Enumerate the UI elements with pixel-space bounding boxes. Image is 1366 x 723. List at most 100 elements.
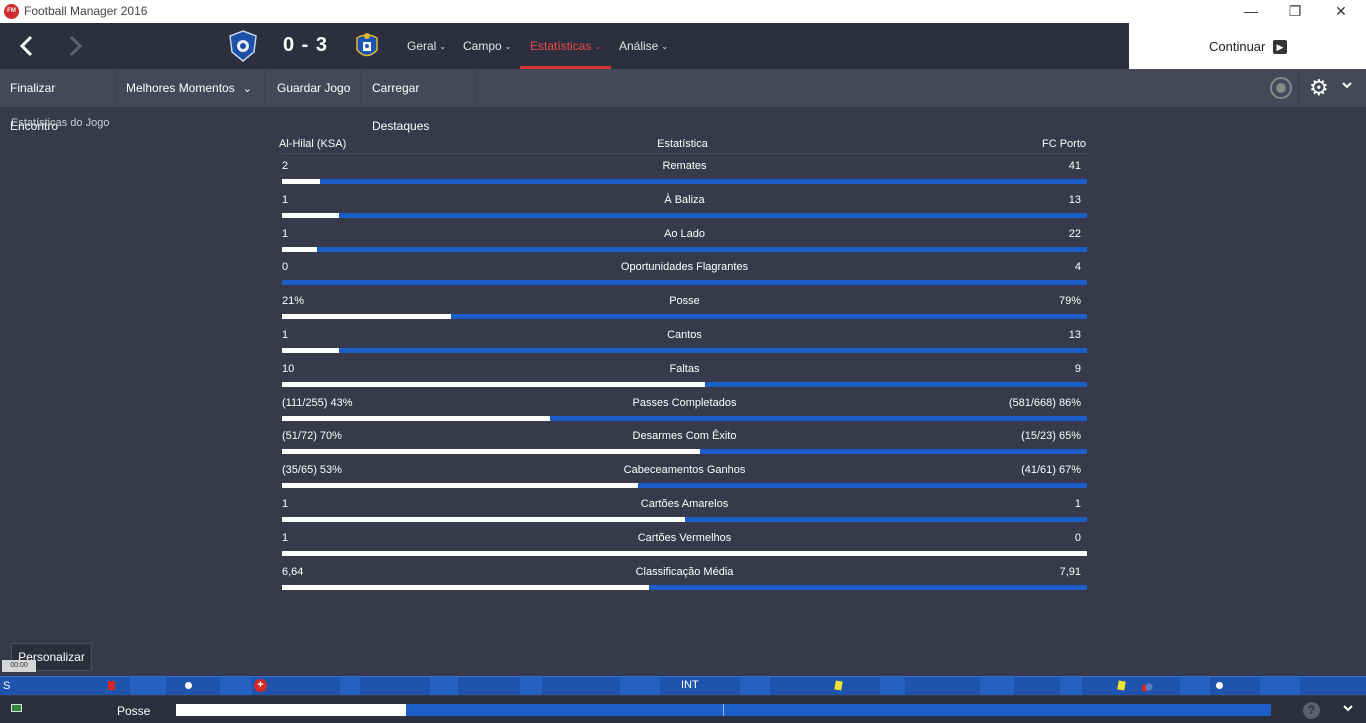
away-stat-value: 22 [1068,227,1081,240]
help-icon[interactable]: ? [1303,702,1320,719]
restore-button[interactable]: ❐ [1288,3,1302,19]
stat-home-fill [282,381,705,387]
goal-ball-icon[interactable] [183,680,194,691]
continue-button[interactable]: Continuar ▶ [1129,23,1366,69]
gear-icon[interactable]: ⚙ [1309,75,1329,100]
away-stat-value: 0 [1074,531,1081,544]
stat-comparison-bar [282,381,1087,387]
stat-comparison-bar [282,517,1087,522]
stat-row: (35/65) 53% Cabeceamentos Ganhos (41/61) 6… [282,459,1087,493]
home-stat-value: 1 [282,227,289,240]
away-stat-value: 7,91 [1059,565,1081,578]
home-stat-value: 0 [282,261,289,274]
stat-name: Remates [662,160,707,172]
home-stat-value: 1 [282,193,289,206]
home-stat-value: 1 [282,531,289,544]
stat-home-fill [282,584,649,590]
highlights-dropdown[interactable]: Melhores Momentos ⌄ [116,69,266,107]
finish-match-button[interactable]: Finalizar Encontro [0,69,117,133]
stat-row: (51/72) 70% Desarmes Com Êxito (15/23) 65% [282,425,1087,459]
stat-comparison-bar [282,348,1087,353]
stat-name: Faltas [669,362,700,375]
stat-row: 0 Oportunidades Flagrantes 4 [282,256,1087,290]
record-icon[interactable] [1270,77,1292,99]
stat-home-fill [282,550,1087,556]
possession-fill-home [176,704,406,716]
toolbar-divider [1298,69,1299,107]
match-score: 0 - 3 [283,34,329,56]
tab-analise[interactable]: Análise ⌄ [619,39,669,53]
stat-comparison-bar [282,212,1087,218]
stat-name: À Baliza [664,193,705,206]
match-timeline[interactable]: S + INT [0,676,1366,695]
possession-midline [723,704,724,716]
home-team-crest-icon [228,30,258,62]
stat-name: Passes Completados [632,396,737,409]
stat-row: 1 À Baliza 13 [282,189,1087,223]
chevron-right-icon[interactable] [63,33,87,59]
close-button[interactable]: ✕ [1335,3,1347,19]
continue-label: Continuar [1209,39,1266,54]
chevron-down-icon[interactable] [1342,702,1354,717]
home-stat-value: 1 [282,498,289,510]
stats-header: Al-Hilal (KSA) Estatística FC Porto [279,138,1086,152]
stat-home-fill [282,449,700,455]
away-stat-value: 13 [1068,329,1081,341]
minimize-button[interactable]: — [1244,3,1258,19]
chevron-down-icon: ⌄ [242,83,252,95]
stat-name: Ao Lado [664,227,705,240]
stat-row: 1 Cartões Amarelos 1 [282,493,1087,527]
home-stat-value: 2 [282,160,289,172]
stat-comparison-bar [282,550,1087,556]
tab-estatisticas[interactable]: Estatísticas ⌄ [530,39,602,53]
away-team-name: FC Porto [1041,138,1086,150]
possession-bar [176,704,1271,716]
active-tab-indicator [520,66,611,69]
away-stat-value: (15/23) 65% [1021,430,1081,443]
stat-comparison-bar [282,246,1087,252]
stat-name: Cartões Amarelos [640,498,729,510]
title-bar: FM Football Manager 2016 — ❐ ✕ [0,0,1366,23]
halftime-label: INT [681,679,699,691]
away-team-crest-icon [352,30,382,62]
load-highlights-button[interactable]: Carregar Destaques [362,69,476,133]
tab-campo[interactable]: Campo ⌄ [463,39,512,53]
timeline-start-label: S [3,680,11,692]
home-stat-value: (35/65) 53% [282,464,342,477]
stat-comparison-bar [282,449,1087,455]
possession-label: Posse [117,704,151,718]
stat-comparison-bar [282,483,1087,489]
yellow-card-icon[interactable] [1117,680,1126,691]
substitution-icon[interactable]: + [254,679,267,692]
match-toolbar: Finalizar Encontro Melhores Momentos ⌄ Gu… [0,69,1366,133]
home-stat-value: (51/72) 70% [282,430,342,443]
time-tag: 00:00 [2,660,36,672]
yellow-card-icon[interactable] [834,680,843,691]
tab-geral[interactable]: Geral ⌄ [407,39,447,53]
away-stat-value: 41 [1068,160,1081,172]
home-stat-value: 10 [282,362,295,375]
stat-row: 2 Remates 41 [282,155,1087,189]
statistic-column-label: Estatística [657,138,708,150]
stat-home-fill [282,415,550,421]
stat-name: Classificação Média [635,565,734,578]
stat-name: Cabeceamentos Ganhos [623,464,746,477]
chevron-left-icon[interactable] [16,33,40,59]
red-card-icon[interactable] [108,681,115,690]
chevron-down-icon[interactable] [1341,79,1353,94]
save-game-button[interactable]: Guardar Jogo [267,69,362,107]
stat-name: Cartões Vermelhos [637,531,732,544]
stat-home-fill [282,179,320,184]
stat-home-fill [282,246,317,252]
injury-icon[interactable] [1141,680,1153,692]
stat-comparison-bar [282,314,1087,320]
away-stat-value: 4 [1074,261,1081,274]
stat-name: Oportunidades Flagrantes [620,261,749,274]
home-stat-value: (111/255) 43% [282,396,353,409]
stat-home-fill [282,314,451,320]
stat-home-fill [282,212,339,218]
home-stat-value: 1 [282,329,289,341]
goal-ball-icon[interactable] [1214,680,1225,691]
away-stat-value: (41/61) 67% [1021,464,1081,477]
stat-row: (111/255) 43% Passes Completados (581/668)… [282,392,1087,426]
